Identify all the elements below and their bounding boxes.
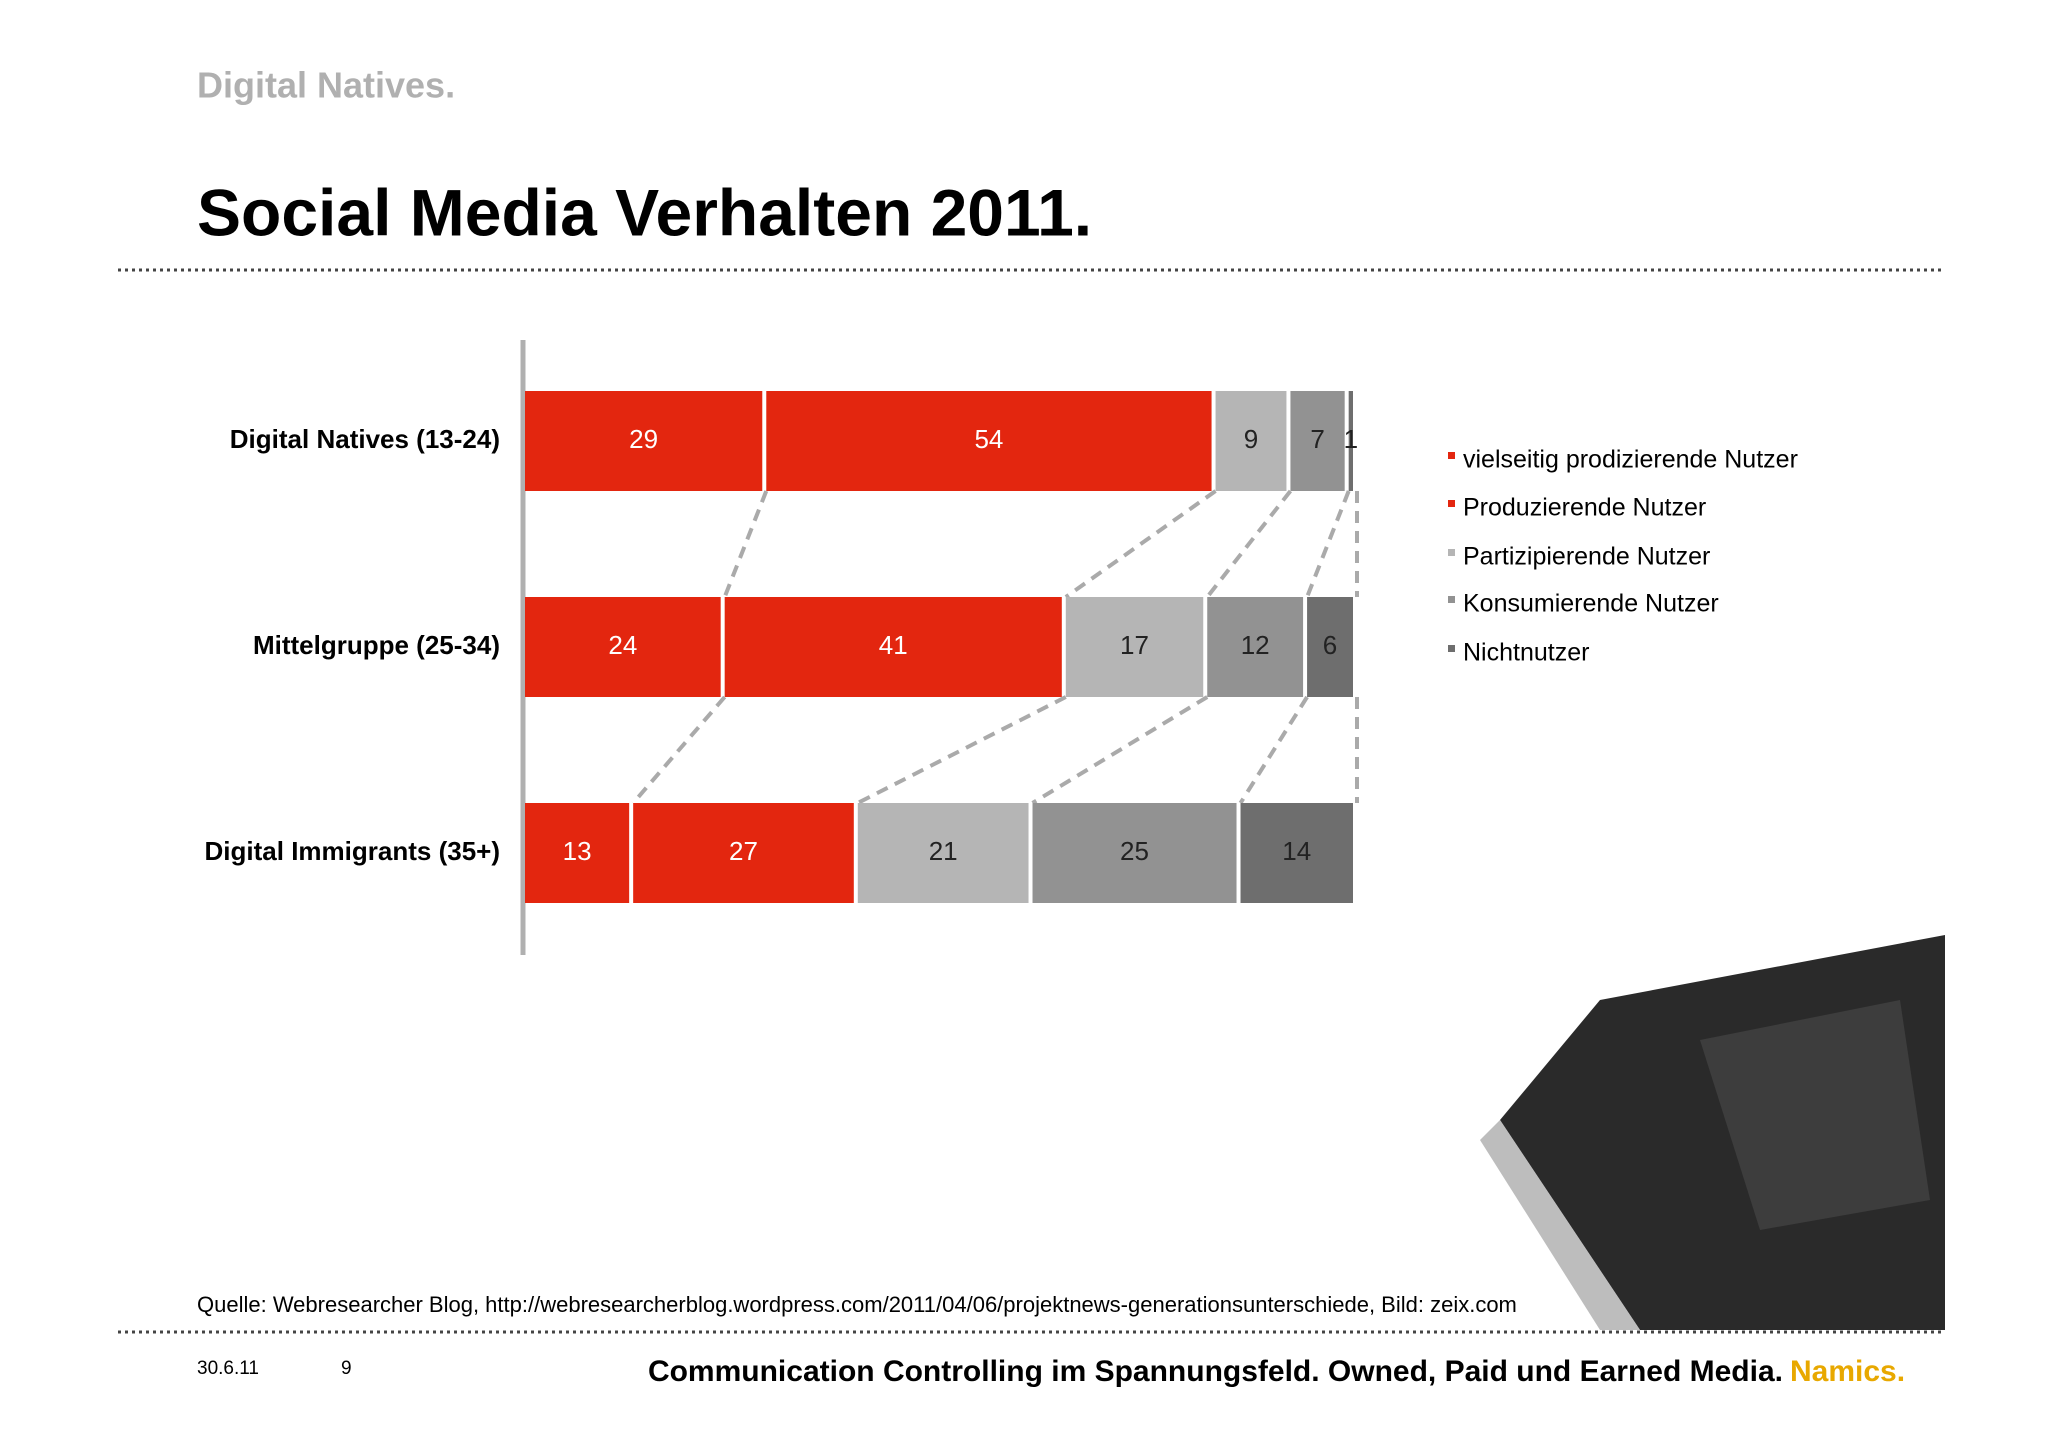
legend-swatch bbox=[1448, 500, 1455, 507]
page-number: 9 bbox=[341, 1358, 352, 1379]
connector bbox=[1205, 489, 1293, 599]
connector bbox=[631, 695, 727, 805]
legend-swatch bbox=[1448, 645, 1455, 652]
bar-segment bbox=[1348, 391, 1353, 491]
value-label: 21 bbox=[929, 836, 958, 866]
bar-segment bbox=[525, 803, 630, 903]
legend-label: Partizipierende Nutzer bbox=[1463, 543, 1710, 571]
value-label: 6 bbox=[1323, 630, 1337, 660]
subtitle: Digital Natives. bbox=[197, 65, 455, 106]
value-label: 29 bbox=[629, 424, 658, 454]
bar-segment bbox=[525, 391, 763, 491]
connector bbox=[1305, 490, 1351, 598]
value-label: 9 bbox=[1244, 424, 1258, 454]
value-label: 54 bbox=[974, 424, 1003, 454]
value-label: 41 bbox=[879, 630, 908, 660]
category-label: Mittelgruppe (25-34) bbox=[253, 630, 500, 660]
bar-segment bbox=[1307, 597, 1353, 697]
legend-swatch bbox=[1448, 452, 1455, 459]
bar-segment bbox=[1032, 803, 1237, 903]
value-label: 1 bbox=[1344, 424, 1358, 454]
bar-segment bbox=[633, 803, 854, 903]
connector bbox=[856, 695, 1067, 805]
value-label: 7 bbox=[1310, 424, 1324, 454]
bar-segment bbox=[1290, 391, 1345, 491]
category-label: Digital Immigrants (35+) bbox=[205, 836, 500, 866]
bar-segment bbox=[1207, 597, 1304, 697]
value-label: 25 bbox=[1120, 836, 1149, 866]
bar-segment bbox=[766, 391, 1212, 491]
date: 30.6.11 bbox=[197, 1358, 259, 1379]
connector bbox=[1238, 695, 1309, 805]
bar-segment bbox=[857, 803, 1029, 903]
legend-label: Konsumierende Nutzer bbox=[1463, 590, 1719, 618]
legend-swatch bbox=[1448, 549, 1455, 556]
bar-segment bbox=[525, 597, 721, 697]
legend-label: vielseitig prodizierende Nutzer bbox=[1463, 446, 1798, 474]
brand: Namics. bbox=[1790, 1355, 1905, 1388]
title: Social Media Verhalten 2011. bbox=[197, 175, 1092, 249]
value-label: 17 bbox=[1120, 630, 1149, 660]
legend-swatch bbox=[1448, 596, 1455, 603]
bar-segment bbox=[724, 597, 1062, 697]
legend-label: Nichtnutzer bbox=[1463, 639, 1589, 667]
connector bbox=[1031, 695, 1209, 805]
bar-segment bbox=[1065, 597, 1204, 697]
photo bbox=[1480, 935, 1945, 1330]
source: Quelle: Webresearcher Blog, http://webre… bbox=[197, 1292, 1517, 1317]
value-label: 13 bbox=[563, 836, 592, 866]
connector bbox=[1064, 489, 1217, 599]
value-label: 27 bbox=[729, 836, 758, 866]
bar-segment bbox=[1215, 391, 1287, 491]
value-label: 14 bbox=[1282, 836, 1311, 866]
bar-segment bbox=[1240, 803, 1353, 903]
category-label: Digital Natives (13-24) bbox=[230, 424, 500, 454]
footer-text: Communication Controlling im Spannungsfe… bbox=[648, 1355, 1783, 1388]
connector bbox=[722, 490, 769, 598]
value-label: 24 bbox=[608, 630, 637, 660]
legend-label: Produzierende Nutzer bbox=[1463, 494, 1706, 522]
value-label: 12 bbox=[1241, 630, 1270, 660]
